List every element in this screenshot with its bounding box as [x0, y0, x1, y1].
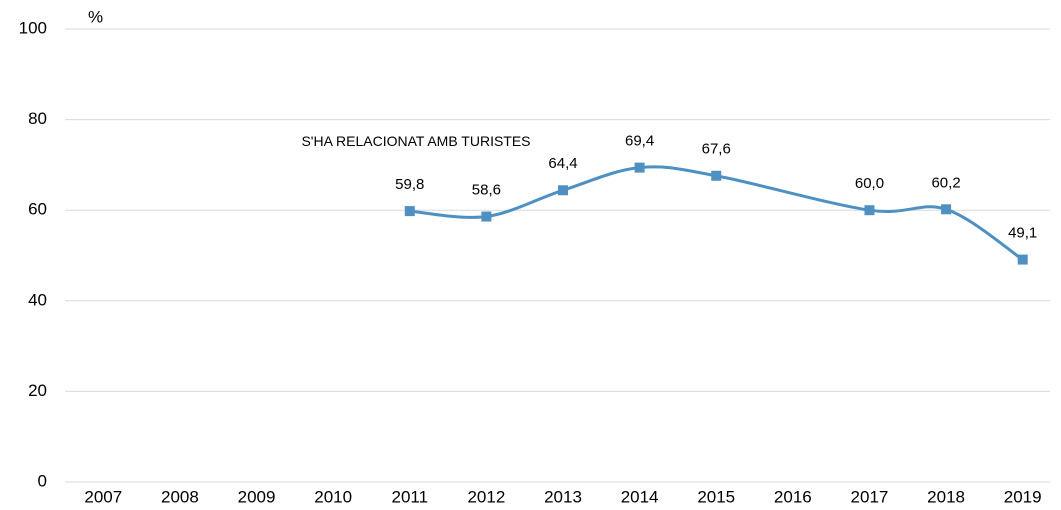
x-tick-label: 2019: [1004, 487, 1042, 506]
x-tick-label: 2012: [467, 487, 505, 506]
data-label: 58,6: [472, 182, 501, 199]
x-tick-label: 2010: [314, 487, 352, 506]
marker: [558, 185, 568, 196]
x-tick-label: 2011: [391, 487, 428, 506]
x-tick-label: 2014: [621, 487, 659, 506]
marker: [404, 206, 415, 217]
data-label: 49,1: [1008, 225, 1037, 242]
marker: [941, 204, 952, 215]
y-tick-label: 80: [28, 109, 47, 128]
x-tick-label: 2013: [544, 487, 582, 506]
series-line: [409, 165, 1024, 261]
data-label: 64,4: [548, 155, 577, 172]
data-label: 59,8: [395, 176, 424, 193]
x-tick-label: 2016: [774, 487, 812, 506]
data-label: 69,4: [625, 133, 654, 150]
data-label: 60,2: [931, 174, 960, 191]
marker: [481, 211, 492, 222]
x-tick-label: 2009: [238, 487, 276, 506]
y-tick-label: 60: [28, 200, 47, 219]
x-tick-label: 2017: [851, 487, 889, 506]
data-label: 67,6: [702, 141, 731, 158]
marker: [711, 170, 722, 181]
y-tick-label: 20: [28, 381, 47, 400]
x-tick-label: 2015: [697, 487, 735, 506]
series-annotation: S'HA RELACIONAT AMB TURISTES: [301, 133, 531, 149]
x-tick-label: 2018: [927, 487, 965, 506]
x-tick-label: 2008: [161, 487, 199, 506]
marker: [634, 162, 645, 173]
data-label: 60,0: [855, 175, 884, 192]
y-axis-label: %: [88, 7, 103, 26]
x-tick-label: 2007: [84, 487, 122, 506]
y-tick-label: 0: [38, 471, 47, 490]
y-tick-label: 40: [28, 290, 47, 309]
marker: [864, 205, 875, 216]
y-tick-label: 100: [19, 18, 47, 37]
marker: [1017, 254, 1028, 265]
